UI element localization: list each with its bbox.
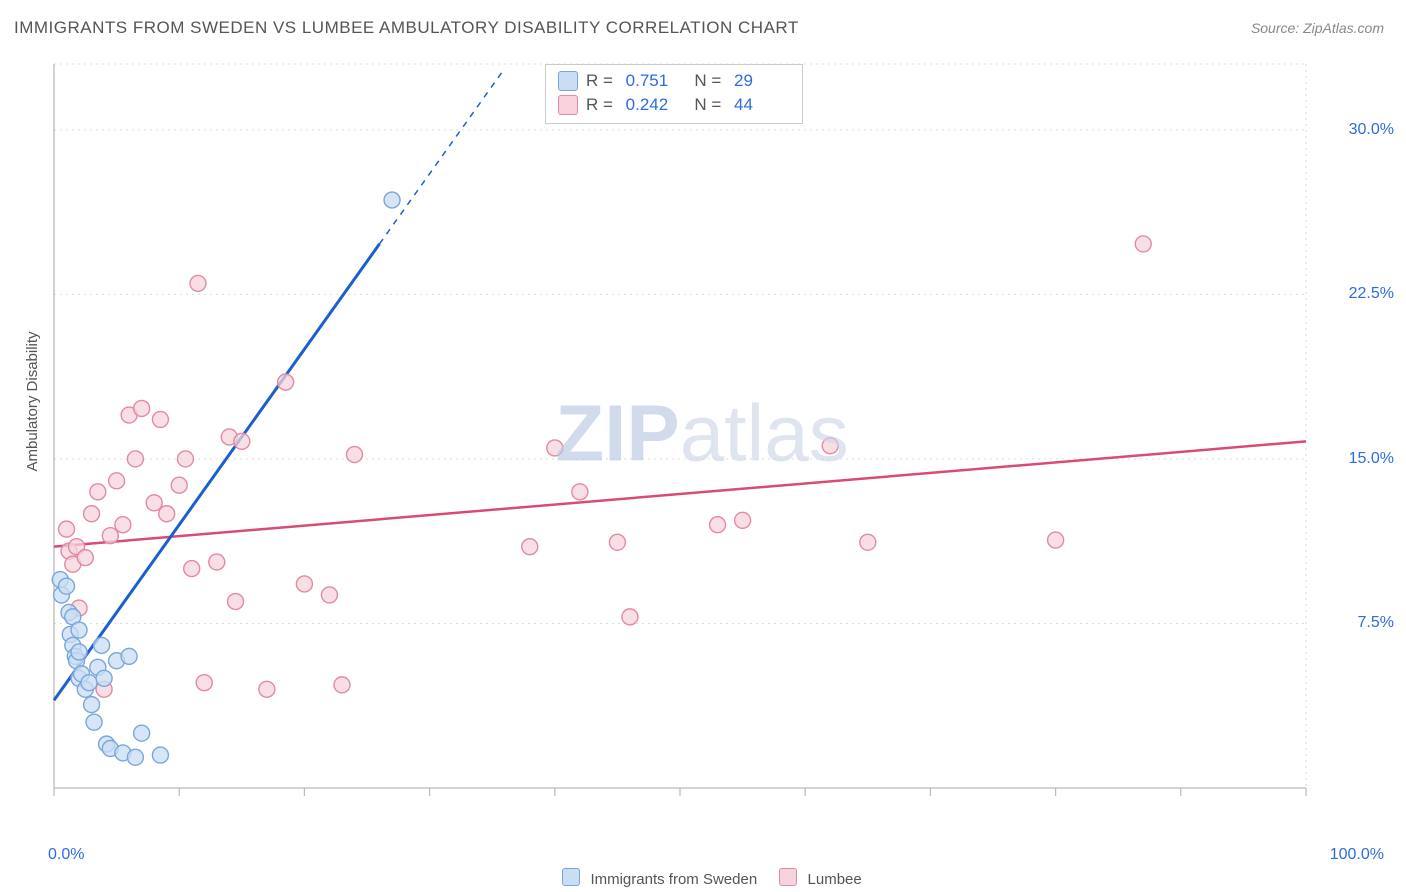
source-attribution: Source: ZipAtlas.com <box>1251 20 1384 36</box>
plot-area: ZIPatlas <box>48 58 1356 818</box>
x-axis-max-label: 100.0% <box>1330 846 1384 864</box>
n-value-lumbee: 44 <box>734 95 790 115</box>
stats-row-lumbee: R = 0.242 N = 44 <box>558 93 790 117</box>
stats-swatch-lumbee <box>558 95 578 115</box>
y-tick-label: 15.0% <box>1349 450 1394 468</box>
stats-swatch-sweden <box>558 71 578 91</box>
y-tick-label: 7.5% <box>1358 614 1394 632</box>
legend-label-sweden: Immigrants from Sweden <box>590 871 757 888</box>
y-tick-label: 22.5% <box>1349 285 1394 303</box>
chart-title: IMMIGRANTS FROM SWEDEN VS LUMBEE AMBULAT… <box>14 18 799 38</box>
r-value-lumbee: 0.242 <box>626 95 682 115</box>
scatter-svg <box>48 58 1356 818</box>
y-tick-label: 30.0% <box>1349 121 1394 139</box>
n-value-sweden: 29 <box>734 71 790 91</box>
y-axis-label: Ambulatory Disability <box>24 331 41 471</box>
bottom-legend: Immigrants from Sweden Lumbee <box>0 868 1406 888</box>
stats-row-sweden: R = 0.751 N = 29 <box>558 69 790 93</box>
legend-swatch-sweden <box>562 868 580 886</box>
x-axis-min-label: 0.0% <box>48 846 84 864</box>
legend-swatch-lumbee <box>779 868 797 886</box>
stats-legend-box: R = 0.751 N = 29 R = 0.242 N = 44 <box>545 64 803 124</box>
legend-label-lumbee: Lumbee <box>808 871 862 888</box>
r-value-sweden: 0.751 <box>626 71 682 91</box>
